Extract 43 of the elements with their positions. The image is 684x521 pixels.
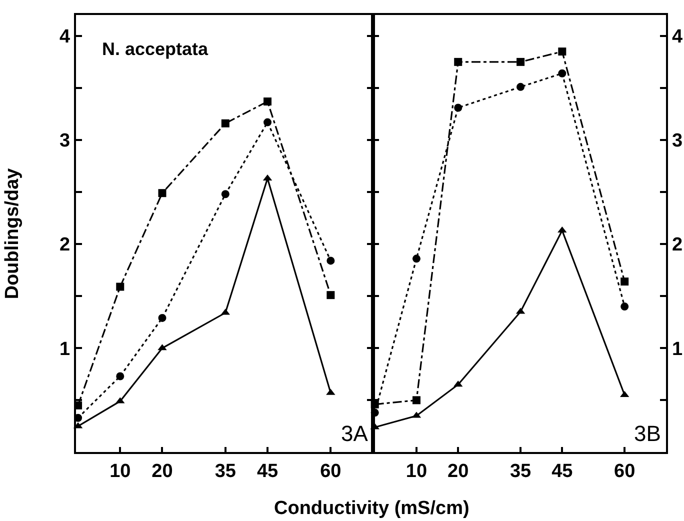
x-tick-label: 35 <box>510 461 532 482</box>
point <box>158 189 166 198</box>
y-tick-label: 2 <box>60 234 70 256</box>
point <box>412 396 420 404</box>
x-tick-label: 45 <box>552 461 574 482</box>
point <box>116 372 124 380</box>
point <box>558 69 566 78</box>
point <box>454 58 462 66</box>
point <box>516 82 525 91</box>
point <box>264 118 272 126</box>
x-tick-label: 10 <box>406 461 428 482</box>
point <box>326 291 335 300</box>
x-tick-label: 45 <box>256 461 279 482</box>
y-tick-label: 3 <box>672 130 683 152</box>
y-tick-label: 4 <box>60 26 71 48</box>
point <box>412 254 420 263</box>
point <box>221 119 230 128</box>
annotation: 3B <box>634 421 661 446</box>
point <box>620 278 629 286</box>
point <box>454 104 462 112</box>
point <box>116 282 124 291</box>
y-tick-label: 1 <box>60 338 71 360</box>
x-tick-label: 60 <box>320 461 342 482</box>
point <box>221 190 230 198</box>
x-tick-label: 20 <box>448 461 469 482</box>
text: N. acceptata <box>102 39 210 59</box>
point <box>558 48 566 56</box>
point <box>264 97 272 106</box>
x-axis-title: Conductivity (mS/cm) <box>274 498 470 519</box>
y-tick-label: 2 <box>672 234 683 256</box>
x-tick-label: 60 <box>614 461 636 482</box>
y-tick-label: 4 <box>672 26 684 48</box>
point <box>158 314 166 322</box>
y-tick-label: 1 <box>672 338 684 360</box>
point <box>326 256 335 265</box>
y-axis-title: Doublings/day <box>2 168 23 300</box>
x-tick-label: 10 <box>110 461 131 482</box>
x-tick-label: 20 <box>152 461 173 482</box>
x-tick-label: 35 <box>214 461 236 482</box>
point <box>620 302 629 311</box>
annotation: 3A <box>341 421 368 446</box>
point <box>516 58 525 66</box>
y-tick-label: 3 <box>60 130 70 152</box>
